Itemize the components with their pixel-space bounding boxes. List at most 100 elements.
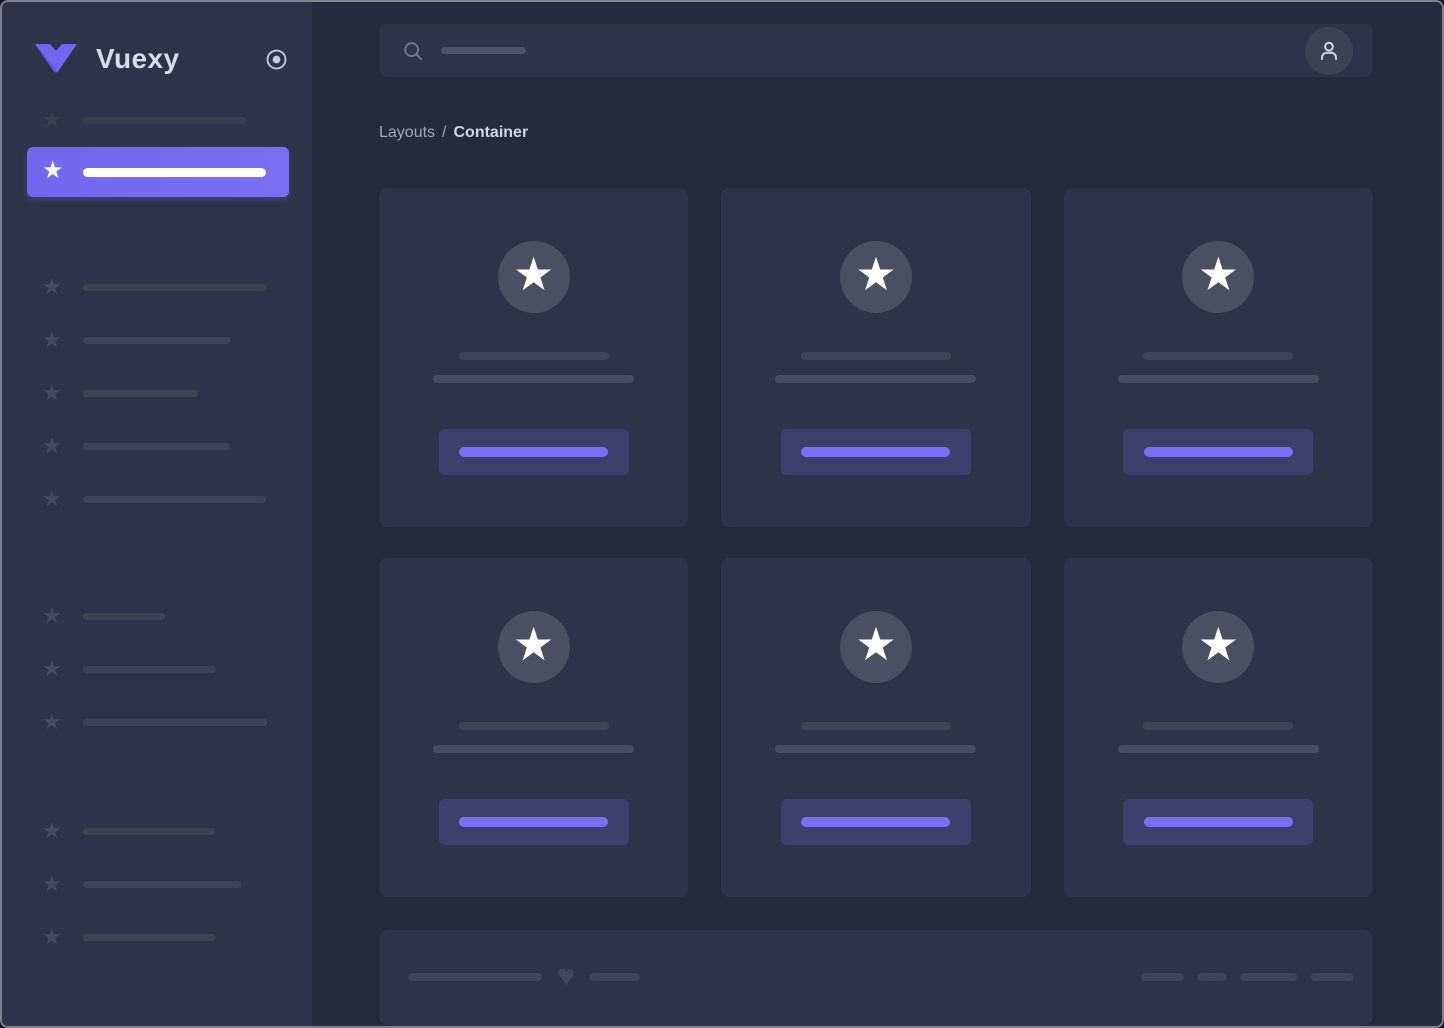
star-icon: ★ bbox=[42, 817, 62, 843]
menu-label-skeleton bbox=[83, 337, 231, 344]
button-label-skeleton bbox=[459, 817, 609, 828]
sidebar-item[interactable]: ★ bbox=[27, 147, 289, 197]
button-label-skeleton bbox=[801, 447, 951, 458]
star-icon: ★ bbox=[513, 618, 555, 671]
star-icon: ★ bbox=[42, 923, 62, 949]
card-button-skeleton[interactable] bbox=[780, 429, 971, 476]
star-icon: ★ bbox=[42, 708, 62, 734]
star-icon: ★ bbox=[42, 432, 62, 458]
star-icon: ★ bbox=[42, 870, 62, 896]
menu-label-skeleton bbox=[83, 881, 241, 888]
bottom-bar-right bbox=[1141, 963, 1353, 991]
star-icon: ★ bbox=[42, 157, 64, 184]
card-subtitle-skeleton bbox=[433, 745, 635, 754]
star-icon: ★ bbox=[42, 655, 62, 681]
card-button-skeleton[interactable] bbox=[1123, 429, 1314, 476]
star-icon: ★ bbox=[42, 379, 62, 405]
card-button-skeleton[interactable] bbox=[438, 799, 629, 846]
heart-icon[interactable]: ♥ bbox=[557, 957, 576, 993]
star-icon: ★ bbox=[855, 618, 897, 671]
card-grid: ★ ★ ★ ★ ★ ★ bbox=[379, 188, 1373, 898]
card-subtitle-skeleton bbox=[1117, 375, 1319, 384]
sidebar-item[interactable]: ★ bbox=[2, 367, 312, 420]
card: ★ bbox=[1063, 558, 1373, 898]
sidebar-pin-toggle[interactable] bbox=[265, 48, 288, 71]
star-avatar: ★ bbox=[839, 241, 912, 314]
card-button-skeleton[interactable] bbox=[780, 799, 971, 846]
menu-label-skeleton bbox=[83, 934, 216, 941]
sidebar-item[interactable]: ★ bbox=[2, 805, 312, 858]
star-icon: ★ bbox=[42, 273, 62, 299]
radio-circle-icon bbox=[266, 49, 287, 69]
menu-label-skeleton bbox=[83, 666, 216, 673]
menu-label-skeleton bbox=[83, 117, 246, 124]
user-avatar-icon bbox=[1320, 41, 1338, 60]
sidebar-item[interactable]: ★ bbox=[2, 314, 312, 367]
sidebar-item[interactable]: ★ bbox=[2, 473, 312, 526]
sidebar-item[interactable]: ★ bbox=[2, 590, 312, 643]
bottom-text-skeleton bbox=[590, 973, 641, 982]
sidebar-item[interactable]: ★ bbox=[2, 911, 312, 964]
card-title-skeleton bbox=[1143, 722, 1294, 731]
sidebar-section: ★ ★ ★ bbox=[2, 787, 312, 964]
button-label-skeleton bbox=[1143, 447, 1293, 458]
menu-label-skeleton bbox=[83, 167, 266, 177]
menu-label-skeleton bbox=[83, 719, 267, 726]
star-icon: ★ bbox=[1197, 248, 1239, 301]
star-icon: ★ bbox=[42, 106, 62, 132]
card: ★ bbox=[721, 558, 1031, 898]
star-avatar: ★ bbox=[1182, 241, 1255, 314]
card: ★ bbox=[379, 188, 689, 528]
button-label-skeleton bbox=[1143, 817, 1293, 828]
vuexy-logo-icon bbox=[35, 44, 77, 73]
menu-label-skeleton bbox=[83, 828, 215, 835]
sidebar-item[interactable]: ★ bbox=[2, 858, 312, 911]
star-icon: ★ bbox=[42, 485, 62, 511]
card: ★ bbox=[379, 558, 689, 898]
card-title-skeleton bbox=[1143, 352, 1294, 361]
bottom-link-skeleton bbox=[1311, 973, 1353, 982]
star-icon: ★ bbox=[42, 326, 62, 352]
card-title-skeleton bbox=[800, 722, 951, 731]
menu-label-skeleton bbox=[83, 390, 198, 397]
sidebar-item[interactable]: ★ bbox=[2, 261, 312, 314]
card-button-skeleton[interactable] bbox=[438, 429, 629, 476]
bottom-link-skeleton bbox=[1240, 973, 1297, 982]
brand[interactable]: Vuexy bbox=[33, 43, 179, 75]
card-subtitle-skeleton bbox=[433, 375, 635, 384]
user-avatar[interactable] bbox=[1305, 26, 1353, 75]
card-title-skeleton bbox=[800, 352, 951, 361]
search-icon bbox=[404, 41, 423, 60]
star-avatar: ★ bbox=[1182, 611, 1255, 684]
sidebar-nav: ★ ★ ★ ★ ★ ★ ★ ★ ★ ★ ★ ★ ★ bbox=[2, 82, 312, 964]
button-label-skeleton bbox=[459, 447, 609, 458]
sidebar-section: ★ ★ ★ bbox=[2, 572, 312, 749]
card-title-skeleton bbox=[458, 352, 609, 361]
star-icon: ★ bbox=[42, 602, 62, 628]
button-label-skeleton bbox=[801, 817, 951, 828]
star-avatar: ★ bbox=[839, 611, 912, 684]
bottom-bar: ♥ bbox=[379, 930, 1373, 1026]
card: ★ bbox=[721, 188, 1031, 528]
breadcrumb-separator: / bbox=[442, 124, 447, 142]
breadcrumb: Layouts / Container bbox=[379, 122, 1373, 144]
star-avatar: ★ bbox=[497, 611, 570, 684]
card-subtitle-skeleton bbox=[775, 375, 977, 384]
sidebar-item[interactable]: ★ bbox=[2, 643, 312, 696]
sidebar-item[interactable]: ★ bbox=[2, 420, 312, 473]
sidebar-header: Vuexy bbox=[2, 2, 312, 82]
sidebar-item[interactable]: ★ bbox=[2, 696, 312, 749]
sidebar-section: ★ ★ ★ ★ ★ bbox=[2, 243, 312, 526]
brand-name: Vuexy bbox=[96, 43, 180, 74]
sidebar-item[interactable]: ★ bbox=[2, 94, 312, 147]
search-placeholder-skeleton bbox=[441, 47, 526, 55]
bottom-text-skeleton bbox=[408, 973, 542, 982]
bottom-bar-left: ♥ bbox=[408, 957, 641, 993]
card: ★ bbox=[1063, 188, 1373, 528]
card-button-skeleton[interactable] bbox=[1123, 799, 1314, 846]
bottom-link-skeleton bbox=[1141, 973, 1184, 982]
breadcrumb-parent[interactable]: Layouts bbox=[379, 124, 436, 142]
card-subtitle-skeleton bbox=[775, 745, 977, 754]
search-bar[interactable] bbox=[379, 24, 1373, 78]
